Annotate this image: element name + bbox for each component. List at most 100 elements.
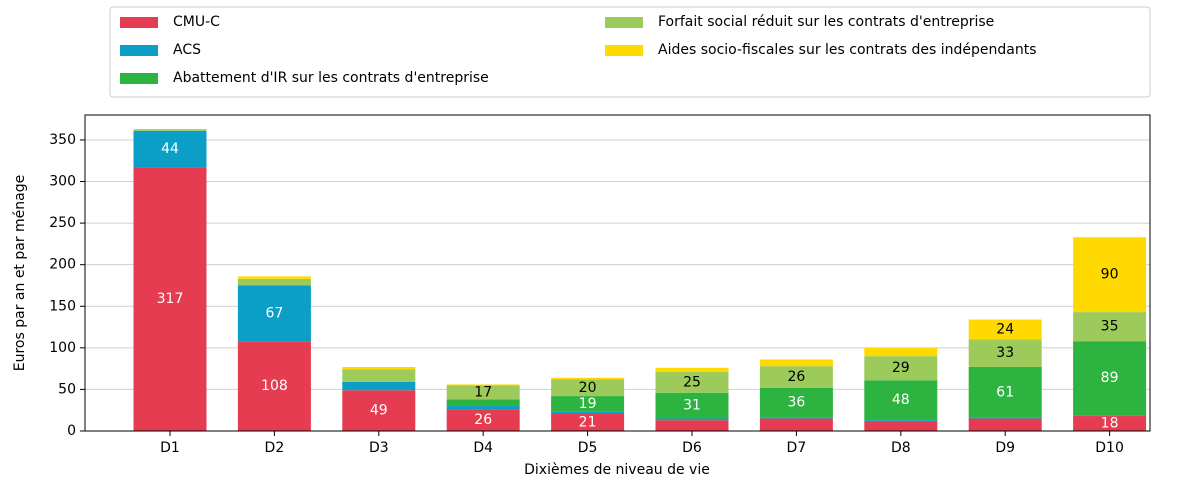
bar-segment [864, 356, 938, 381]
bar-segment [133, 129, 207, 131]
data-label: 44 [161, 141, 179, 157]
y-tick-label: 0 [67, 423, 76, 439]
legend-swatch [605, 45, 643, 56]
legend-label: Forfait social réduit sur les contrats d… [658, 14, 994, 30]
bar-segment [446, 409, 520, 431]
x-tick-label: D9 [995, 440, 1015, 456]
bar-segment [655, 371, 729, 393]
data-label: 19 [579, 396, 597, 412]
bar-segment [342, 366, 416, 370]
bar-segment [237, 276, 311, 279]
x-tick-label: D7 [787, 440, 807, 456]
data-label: 48 [892, 392, 910, 408]
data-label: 90 [1101, 267, 1119, 283]
bar-segment [759, 418, 833, 431]
bar-segment [342, 390, 416, 431]
data-label: 25 [683, 374, 701, 390]
data-label: 17 [474, 384, 492, 400]
legend-label: CMU-C [173, 14, 220, 30]
data-label: 33 [996, 345, 1014, 361]
legend-swatch [605, 17, 643, 28]
bar-segment [551, 377, 625, 380]
data-label: 108 [261, 378, 288, 394]
bar-segment [655, 420, 729, 431]
data-label: 35 [1101, 319, 1119, 335]
y-tick-label: 100 [49, 340, 76, 356]
bar-segment [1073, 341, 1147, 416]
legend-label: Abattement d'IR sur les contrats d'entre… [173, 70, 489, 86]
legend-swatch [120, 73, 158, 84]
plot-frame [84, 114, 1151, 432]
bar-segment [446, 384, 520, 386]
y-tick-label: 250 [49, 215, 76, 231]
bar-segment [759, 417, 833, 419]
bar-segment [655, 392, 729, 419]
x-tick-label: D4 [473, 440, 493, 456]
bar-segment [864, 421, 938, 431]
bar-segment [551, 413, 625, 431]
bar-segment [237, 285, 311, 342]
data-label: 26 [787, 369, 805, 385]
bar-segment [237, 278, 311, 286]
bar-segment [759, 387, 833, 418]
bar-segment [655, 418, 729, 421]
data-label: 36 [787, 395, 805, 411]
x-tick-label: D3 [369, 440, 389, 456]
bar-segment [446, 399, 520, 407]
bar-segment [968, 418, 1042, 431]
data-label: 67 [265, 305, 283, 321]
data-label: 61 [996, 384, 1014, 400]
data-label: 21 [579, 414, 597, 430]
data-label: 18 [1101, 416, 1119, 432]
x-tick-label: D10 [1095, 440, 1124, 456]
y-tick-label: 150 [49, 298, 76, 314]
bar-segment [1073, 415, 1147, 417]
data-label: 29 [892, 360, 910, 376]
data-label: 31 [683, 398, 701, 414]
x-tick-label: D8 [891, 440, 911, 456]
bar-segment [864, 420, 938, 422]
bar-segment [968, 417, 1042, 419]
legend-swatch [120, 17, 158, 28]
y-axis-label: Euros par an et par ménage [12, 175, 28, 371]
bar-segment [133, 167, 207, 432]
bar-segment [446, 385, 520, 400]
x-tick-label: D2 [265, 440, 285, 456]
bar-segment [342, 369, 416, 382]
bar-segment [655, 367, 729, 372]
bar-segment [551, 411, 625, 414]
bar-segment [968, 339, 1042, 367]
x-tick-label: D1 [160, 440, 180, 456]
y-tick-label: 300 [49, 174, 76, 190]
bar-segment [759, 359, 833, 367]
bar-segment [864, 380, 938, 421]
x-axis-label: Dixièmes de niveau de vie [524, 462, 710, 478]
bar-segment [1073, 416, 1147, 431]
bar-segment [446, 406, 520, 410]
x-tick-label: D5 [578, 440, 598, 456]
data-label: 26 [474, 412, 492, 428]
bar-segment [759, 366, 833, 388]
bar-segment [342, 381, 416, 391]
legend-label: ACS [173, 42, 201, 58]
y-tick-label: 350 [49, 132, 76, 148]
bar-segment [968, 366, 1042, 418]
legend-label: Aides socio-fiscales sur les contrats de… [658, 42, 1037, 58]
bar-segment [968, 319, 1042, 340]
legend-swatch [120, 45, 158, 56]
bar-segment [864, 347, 938, 357]
y-tick-label: 50 [58, 381, 76, 397]
y-tick-label: 200 [49, 257, 76, 273]
data-label: 317 [157, 291, 184, 307]
data-label: 24 [996, 322, 1014, 338]
bar-segment [551, 396, 625, 412]
data-label: 20 [579, 380, 597, 396]
x-tick-label: D6 [682, 440, 702, 456]
bar-segment [551, 379, 625, 397]
bar-segment [1073, 312, 1147, 342]
bar-segment [133, 130, 207, 168]
data-label: 49 [370, 403, 388, 419]
bar-segment [1073, 237, 1147, 313]
data-label: 89 [1101, 370, 1119, 386]
